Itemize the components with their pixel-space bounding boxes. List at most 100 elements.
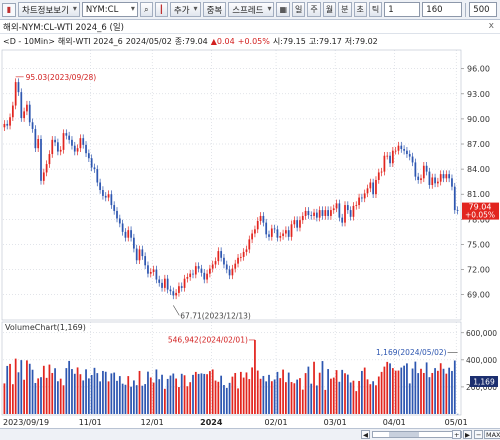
candle-icon[interactable]: ┃ bbox=[154, 2, 168, 17]
zoom-in-button[interactable]: + bbox=[452, 430, 462, 439]
chart-info-menu[interactable]: 차트정보보기 bbox=[18, 2, 80, 17]
volume-bar bbox=[290, 382, 293, 414]
volume-bar bbox=[355, 391, 358, 414]
volume-bar bbox=[76, 367, 79, 414]
period-day[interactable]: 일 bbox=[292, 2, 306, 17]
candle-body bbox=[445, 174, 448, 179]
candle-body bbox=[127, 230, 130, 238]
volume-high-annotation: 546,942(2024/02/01) bbox=[168, 335, 248, 344]
volume-bar bbox=[251, 367, 253, 414]
volume-bar bbox=[417, 373, 420, 414]
volume-bar bbox=[270, 381, 273, 414]
total-input[interactable]: 500 bbox=[469, 2, 498, 17]
candle-body bbox=[332, 208, 335, 211]
volume-bar bbox=[149, 377, 152, 414]
volume-bar bbox=[361, 370, 363, 414]
volume-bar bbox=[321, 361, 324, 414]
price-tick-label: 84.00 bbox=[467, 165, 490, 174]
volume-bar bbox=[214, 380, 217, 414]
volume-bar bbox=[135, 385, 138, 414]
candle-body bbox=[369, 182, 372, 189]
candle-body bbox=[355, 205, 358, 206]
candle-body bbox=[223, 257, 225, 265]
info-change-pct: +0.05% bbox=[237, 36, 270, 46]
spread-button[interactable]: 스프레드 bbox=[228, 2, 275, 17]
chart-title-bar: 해외-NYM:CL-WTI 2024_6 (일) x bbox=[0, 21, 500, 34]
candle-body bbox=[276, 229, 279, 238]
volume-bar bbox=[256, 370, 259, 414]
info-change: ▲0.04 bbox=[210, 36, 235, 46]
chart-app-icon[interactable]: ▮ bbox=[2, 2, 16, 17]
volume-bar bbox=[391, 368, 394, 414]
candle-body bbox=[163, 278, 166, 288]
candle-body bbox=[451, 178, 453, 187]
candle-body bbox=[259, 215, 262, 221]
count-input[interactable]: 160 bbox=[422, 2, 463, 17]
price-tick-label: 96.00 bbox=[467, 65, 490, 74]
volume-bar bbox=[403, 365, 405, 414]
grid-icon[interactable]: ▦ bbox=[276, 2, 291, 17]
volume-bar bbox=[327, 369, 329, 414]
price-volume-chart[interactable]: 69.00 72.00 75.00 78.00 81.00 84.00 87.00 90.00… bbox=[0, 47, 500, 428]
period-month[interactable]: 월 bbox=[322, 2, 337, 17]
period-minute[interactable]: 분 bbox=[338, 2, 352, 17]
interval-input[interactable]: 1 bbox=[384, 2, 421, 17]
volume-bar bbox=[299, 378, 301, 414]
volume-bar bbox=[152, 382, 155, 414]
candle-body bbox=[217, 251, 220, 262]
search-icon[interactable]: ⌕ bbox=[139, 2, 153, 17]
symbol-input[interactable]: NYM:CL bbox=[81, 2, 138, 17]
candle-body bbox=[141, 249, 144, 257]
volume-bar bbox=[254, 339, 256, 414]
volume-bar bbox=[397, 370, 400, 414]
price-tick-label: 78.00 bbox=[467, 215, 490, 224]
volume-bar bbox=[59, 378, 62, 414]
horizontal-scrollbar[interactable] bbox=[372, 431, 462, 438]
candle-body bbox=[361, 197, 363, 199]
candle-body bbox=[161, 282, 163, 288]
volume-bar bbox=[17, 372, 20, 414]
candle-body bbox=[71, 139, 73, 146]
candle-body bbox=[200, 268, 203, 273]
volume-bar bbox=[301, 389, 304, 414]
date-tick-label: 12/01 bbox=[141, 418, 164, 427]
candle-body bbox=[87, 153, 90, 159]
period-week[interactable]: 주 bbox=[307, 2, 321, 17]
volume-bar bbox=[209, 371, 211, 414]
volume-bar bbox=[445, 373, 448, 414]
volume-bar bbox=[40, 377, 42, 414]
add-indicator-button[interactable]: 추가 bbox=[169, 2, 201, 17]
volume-bar bbox=[172, 373, 175, 414]
scroll-thumb[interactable] bbox=[389, 432, 419, 437]
volume-bar bbox=[82, 380, 85, 414]
volume-bar bbox=[358, 380, 360, 414]
volume-bar bbox=[73, 373, 76, 414]
max-button[interactable]: MAX bbox=[484, 430, 500, 439]
zoom-out-button[interactable]: − bbox=[474, 430, 484, 439]
volume-bar bbox=[372, 381, 375, 414]
candle-body bbox=[26, 104, 28, 112]
volume-bar bbox=[45, 377, 48, 414]
candle-body bbox=[335, 203, 338, 209]
candle-body bbox=[51, 139, 54, 155]
volume-bars bbox=[3, 339, 459, 415]
candle-body bbox=[307, 210, 310, 216]
close-icon[interactable]: x bbox=[488, 21, 494, 31]
scroll-left-button[interactable]: ◀ bbox=[361, 430, 370, 439]
candle-body bbox=[211, 264, 214, 269]
candle-body bbox=[178, 286, 180, 293]
overlay-button[interactable]: 중복 bbox=[202, 2, 227, 17]
volume-bar bbox=[166, 378, 169, 414]
candle-body bbox=[144, 256, 147, 266]
candle-body bbox=[225, 264, 228, 270]
volume-bar bbox=[147, 371, 149, 414]
period-tick[interactable]: 틱 bbox=[368, 2, 383, 17]
scroll-right-button[interactable]: ▶ bbox=[463, 430, 472, 439]
volume-bar bbox=[197, 373, 200, 414]
volume-bar bbox=[363, 367, 366, 414]
candle-body bbox=[346, 205, 349, 211]
candle-body bbox=[442, 174, 445, 179]
candle-body bbox=[273, 228, 276, 230]
candle-body bbox=[318, 210, 321, 218]
period-second[interactable]: 초 bbox=[353, 2, 367, 17]
